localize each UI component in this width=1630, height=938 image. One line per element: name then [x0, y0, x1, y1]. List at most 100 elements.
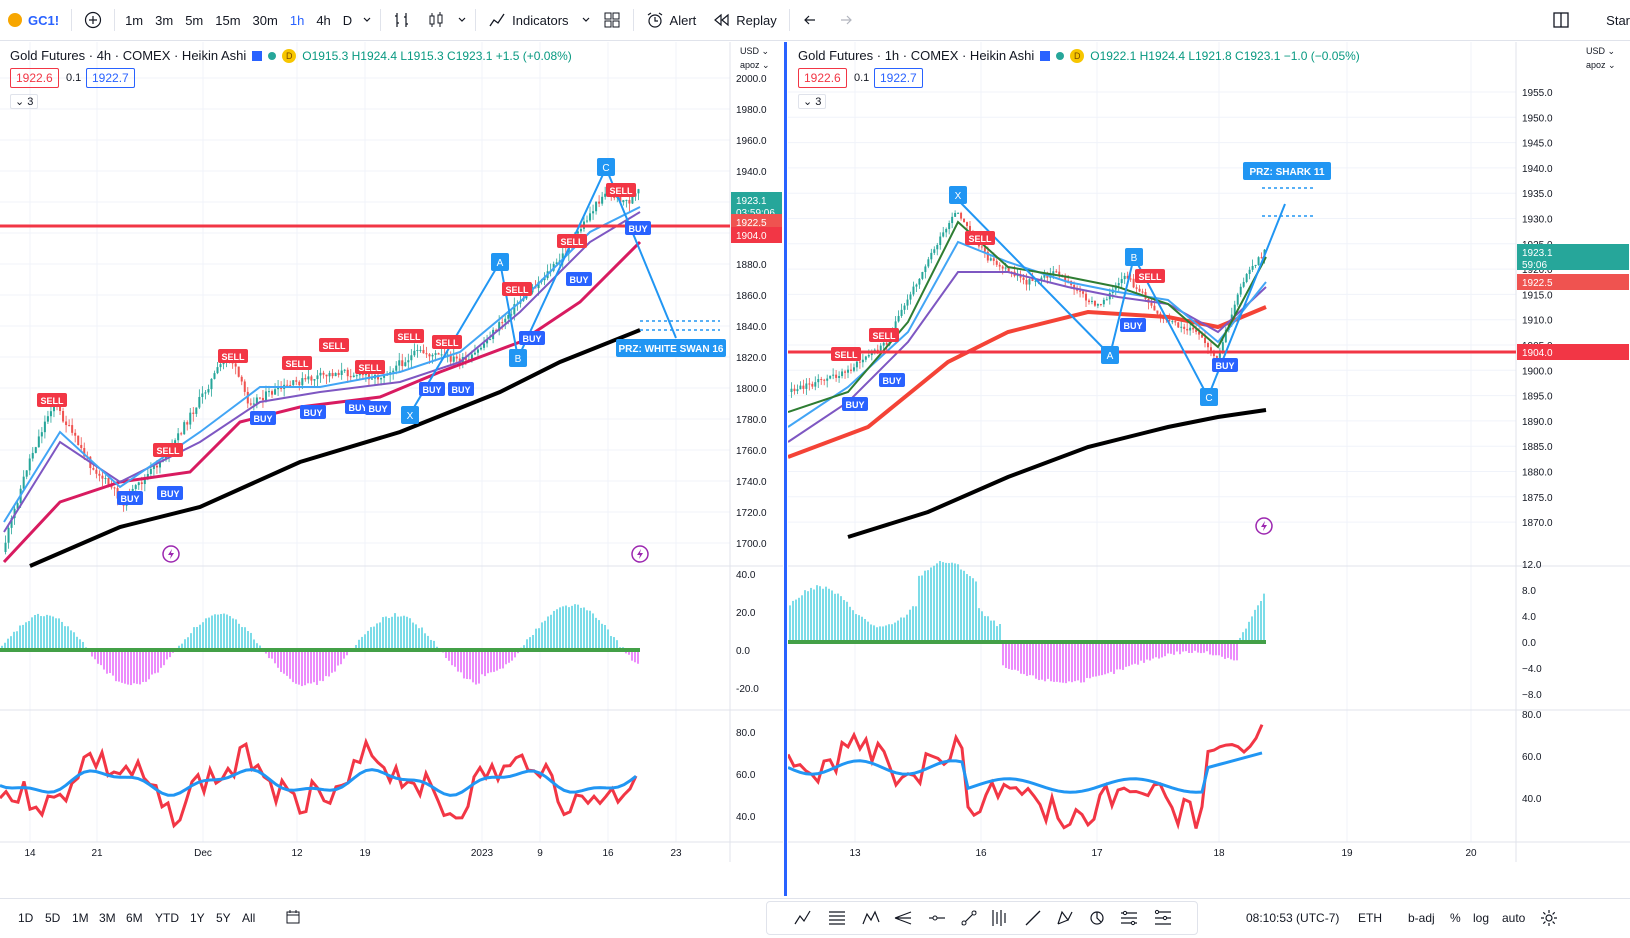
redo-icon[interactable]: [828, 0, 862, 40]
timeframe-dropdown-chevron-icon[interactable]: [358, 0, 376, 40]
candles-style-icon[interactable]: [419, 0, 453, 40]
pitchfork-icon[interactable]: [893, 908, 913, 928]
lightning-event-icon: [631, 545, 649, 563]
right-chart-title[interactable]: Gold Futures · 1h · COMEX · Heikin Ashi: [798, 48, 1035, 63]
tf-30m[interactable]: 30m: [252, 12, 278, 28]
candle-body: [927, 259, 930, 267]
indicators-button[interactable]: Indicators: [480, 0, 576, 40]
xabcd-net-icon[interactable]: [1055, 908, 1075, 928]
left-bid-box[interactable]: 1922.6: [10, 68, 59, 88]
range-all[interactable]: All: [242, 911, 256, 925]
right-bid-box[interactable]: 1922.6: [798, 68, 847, 88]
abcd-pattern-icon[interactable]: [861, 908, 881, 928]
right-indicators-collapse[interactable]: ⌄ 3: [798, 94, 827, 109]
candle-body: [811, 383, 814, 387]
range-1d[interactable]: 1D: [18, 911, 34, 925]
tf-1h[interactable]: 1h: [289, 12, 305, 28]
tf-5m[interactable]: 5m: [185, 12, 204, 28]
range-6m[interactable]: 6M: [126, 911, 143, 925]
right-currency-label[interactable]: USD ⌄: [1586, 46, 1616, 56]
replay-button[interactable]: Replay: [704, 0, 784, 40]
tf-d[interactable]: D: [342, 12, 353, 28]
price-axis-badge: [1517, 344, 1629, 360]
buy-signal-badge: [1120, 318, 1146, 332]
left-chart-pane[interactable]: 2000.01980.01960.01940.01920.01900.01880…: [0, 42, 783, 896]
tf-1m[interactable]: 1m: [125, 12, 144, 28]
left-scale-mode[interactable]: apoz ⌄: [740, 60, 770, 70]
right-chart-pane[interactable]: 1955.01950.01945.01940.01935.01930.01925…: [788, 42, 1630, 896]
buy-signal-badge: [879, 373, 905, 387]
ray-line-icon[interactable]: [1023, 908, 1043, 928]
candle-body: [802, 385, 805, 389]
range-1m[interactable]: 1M: [72, 911, 89, 925]
range-ytd[interactable]: YTD: [155, 911, 179, 925]
tf-15m[interactable]: 15m: [215, 12, 241, 28]
flag-icon[interactable]: [252, 50, 263, 61]
right-scale-mode-label: apoz: [1586, 60, 1606, 70]
left-chart-title[interactable]: Gold Futures · 4h · COMEX · Heikin Ashi: [10, 48, 247, 63]
trend-line-icon[interactable]: [959, 908, 979, 928]
pane-divider[interactable]: [784, 42, 787, 896]
right-ask-box[interactable]: 1922.7: [874, 68, 923, 88]
candle-body: [234, 363, 237, 367]
parallel-channel-icon[interactable]: [1153, 908, 1173, 928]
range-1y[interactable]: 1Y: [190, 911, 205, 925]
candle-body: [407, 360, 410, 363]
right-scale-mode[interactable]: apoz ⌄: [1586, 60, 1616, 70]
chart-type-chevron-icon[interactable]: [453, 0, 471, 40]
range-5d[interactable]: 5D: [45, 911, 61, 925]
fib-retracement-icon[interactable]: [827, 908, 847, 928]
flag-icon[interactable]: [1040, 50, 1051, 61]
right-chart-canvas[interactable]: 1955.01950.01945.01940.01935.01930.01925…: [788, 42, 1630, 896]
clock-time[interactable]: 08:10:53 (UTC-7): [1246, 911, 1340, 925]
candle-body: [585, 220, 589, 222]
left-indicators-collapse[interactable]: ⌄ 3: [10, 94, 39, 109]
sell-signal-label: SELL: [435, 338, 459, 348]
alert-button[interactable]: Alert: [638, 0, 705, 40]
range-5y[interactable]: 5Y: [216, 911, 231, 925]
rsi-fast-line: [0, 737, 638, 829]
osc-tick-label: 4.0: [1522, 612, 1536, 623]
long-position-icon[interactable]: [989, 908, 1009, 928]
start-button[interactable]: Star: [1606, 12, 1630, 28]
tf-4h[interactable]: 4h: [316, 12, 331, 28]
session-toggle[interactable]: ETH: [1358, 911, 1382, 925]
candle-body: [364, 374, 367, 376]
candle-body: [1022, 277, 1025, 280]
bar-style-icon[interactable]: [385, 0, 419, 40]
time-tick-label: 21: [91, 848, 103, 859]
badj-toggle[interactable]: b-adj: [1408, 911, 1435, 925]
horizontal-ray-icon[interactable]: [927, 908, 947, 928]
log-toggle[interactable]: log: [1473, 911, 1490, 925]
candle-body: [473, 352, 476, 355]
percent-toggle[interactable]: %: [1450, 911, 1461, 925]
symbol-search[interactable]: GC1!: [0, 0, 67, 40]
templates-grid-icon[interactable]: [595, 0, 629, 40]
candle-body: [1153, 305, 1156, 311]
candle-body: [401, 360, 404, 367]
layout-panels-icon[interactable]: [1544, 0, 1578, 40]
magnet-icon[interactable]: [1087, 908, 1107, 928]
time-tick-label: 12: [291, 848, 303, 859]
goto-date-icon[interactable]: [285, 909, 301, 928]
osc-tick-label: 20.0: [736, 608, 756, 619]
candle-body: [909, 294, 912, 300]
buy-signal-badge: [448, 382, 474, 396]
left-currency-label[interactable]: USD ⌄: [740, 46, 770, 56]
osc-tick-label: −4.0: [1522, 664, 1542, 675]
tf-3m[interactable]: 3m: [155, 12, 174, 28]
fib-channel-icon[interactable]: [1119, 908, 1139, 928]
auto-toggle[interactable]: auto: [1502, 911, 1526, 925]
candle-body: [352, 375, 355, 378]
left-chart-canvas[interactable]: 2000.01980.01960.01940.01920.01900.01880…: [0, 42, 783, 896]
candle-body: [817, 379, 820, 383]
range-3m[interactable]: 3M: [99, 911, 116, 925]
left-ask-box[interactable]: 1922.7: [86, 68, 135, 88]
collapse-chevron-icon: ⌄: [15, 96, 25, 108]
undo-icon[interactable]: [794, 0, 828, 40]
indicators-chevron-icon[interactable]: [577, 0, 595, 40]
compare-add-icon[interactable]: [76, 0, 110, 40]
pattern-xabcd-icon[interactable]: [793, 908, 813, 928]
chart-settings-gear-icon[interactable]: [1540, 909, 1558, 930]
price-axis-badge: [731, 214, 782, 230]
